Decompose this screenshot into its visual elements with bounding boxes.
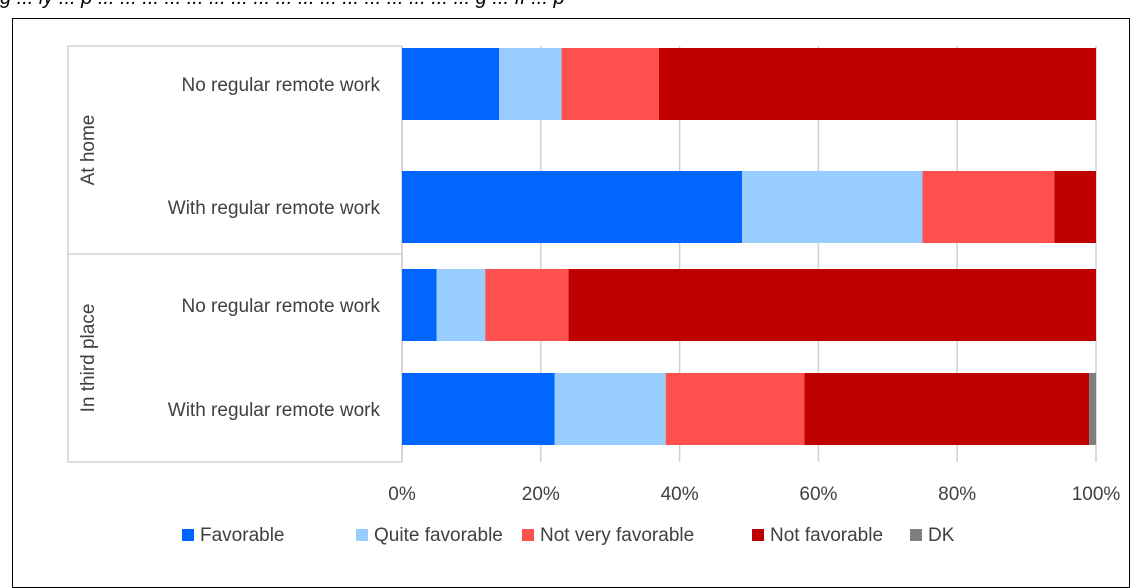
bar-segment [665,373,805,445]
category-label: With regular remote work [168,400,381,421]
cropped-caption: g ... ly ... p ... ... ... ... ... ... .… [0,0,1132,11]
legend-label: DK [928,525,955,546]
category-label: No regular remote work [181,296,380,317]
bar-segment [402,48,500,120]
legend-swatch [752,529,764,541]
bar-segment [485,269,569,341]
x-tick-label: 60% [799,484,837,505]
x-tick-label: 20% [522,484,560,505]
legend-swatch [910,529,922,541]
group-label: In third place [78,304,99,413]
bar-segment [436,269,486,341]
bar-segment [402,373,555,445]
bar-segment [402,171,743,243]
bar-segment [922,171,1055,243]
bar-segment [742,171,923,243]
legend-label: Quite favorable [374,525,503,546]
bar-segment [804,373,1090,445]
bar-segment [499,48,562,120]
legend-label: Not very favorable [540,525,694,546]
stacked-bar-chart: 0% 20% 40% 60% 80% 100% At home In third place N… [67,45,1121,546]
bar-segment [568,269,1096,341]
legend-swatch [522,529,534,541]
category-label: No regular remote work [181,75,380,96]
legend-swatch [356,529,368,541]
bar-segment [402,269,437,341]
x-tick-label: 100% [1072,484,1121,505]
x-tick-label: 0% [388,484,416,505]
legend-swatch [182,529,194,541]
legend-label: Not favorable [770,525,883,546]
category-label: With regular remote work [168,198,381,219]
bar-segment [1054,171,1096,243]
legend-label: Favorable [200,525,285,546]
group-label: At home [78,115,99,186]
bar-segment [1089,373,1096,445]
bar-segment [554,373,666,445]
x-tick-label: 80% [938,484,976,505]
x-tick-label: 40% [661,484,699,505]
bar-segment [561,48,659,120]
bar-segment [658,48,1096,120]
